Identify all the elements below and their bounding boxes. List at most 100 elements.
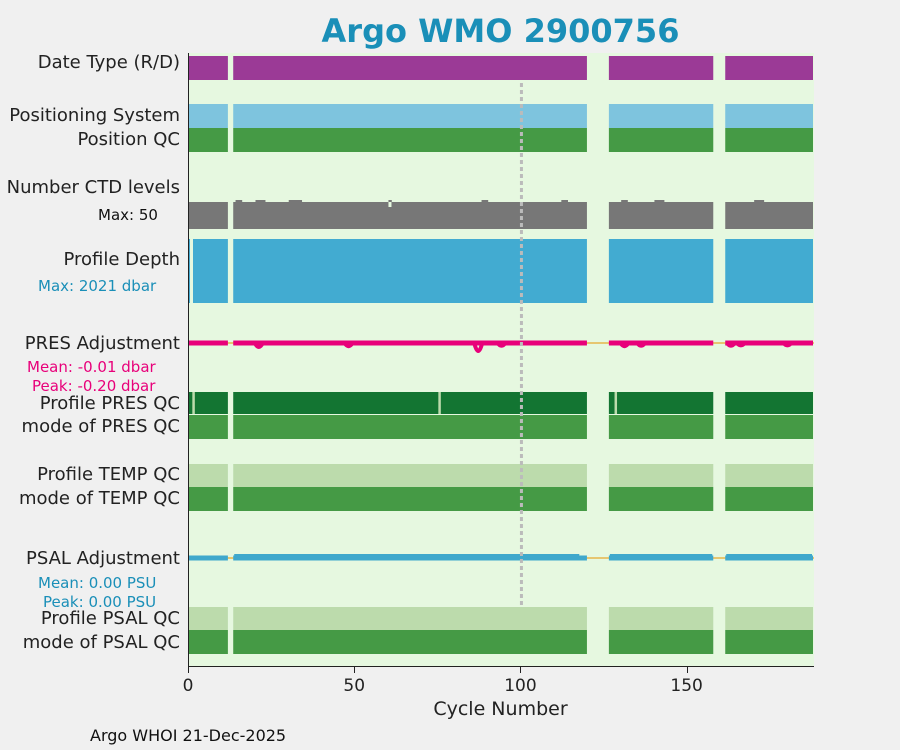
pres-adjustment-dip (253, 342, 265, 349)
ctd-level-notch (255, 200, 266, 203)
ctd-levels-bar-segment (233, 202, 587, 229)
label-psal-adjustment: PSAL Adjustment (25, 548, 180, 569)
ctd-levels-bar-segment (725, 202, 813, 229)
mode-temp-qc-bar-segment (189, 487, 228, 511)
profile-psal-qc-bar-segment (725, 607, 813, 630)
mode-psal-qc-bar-segment (233, 630, 587, 654)
mode-temp-qc-bar-segment (608, 487, 714, 511)
mode-psal-qc-bar-segment (725, 630, 813, 654)
x-tick-label: 150 (670, 676, 703, 696)
ctd-level-notch (754, 200, 765, 203)
mode-temp-qc-bar-segment (725, 487, 813, 511)
ctd-level-notch (288, 200, 303, 203)
profile-psal-qc-bar-segment (233, 607, 587, 630)
mode-psal-qc-bar-segment (608, 630, 714, 654)
psal-adjustment-bump (609, 554, 713, 557)
depth-max-label: Max: 2021 dbar (38, 277, 157, 295)
pres-qc-flag-mark (192, 392, 195, 414)
pres-qc-flag-mark (614, 392, 618, 414)
label-profile-pres-qc: Profile PRES QC (39, 393, 180, 414)
pres-adjustment-dip (472, 342, 485, 353)
pres-adjustment-dip (618, 341, 631, 349)
pres-mean-label: Mean: -0.01 dbar (27, 358, 156, 376)
profile-depth-shallow-mark (190, 239, 193, 303)
ctd-level-notch (654, 200, 665, 203)
psal-peak-label: Peak: 0.00 PSU (43, 593, 157, 611)
mode-temp-qc-bar-segment (233, 487, 587, 511)
plot-area (188, 53, 814, 667)
date-type-bar-segment (189, 56, 228, 80)
label-pres-adjustment: PRES Adjustment (24, 333, 180, 354)
profile-temp-qc-bar-segment (725, 464, 813, 487)
positioning-system-bar-segment (189, 104, 228, 128)
date-type-bar-segment (608, 56, 714, 80)
ctd-level-notch (561, 200, 568, 203)
label-positioning-system: Positioning System (9, 105, 180, 126)
position-qc-bar-segment (608, 128, 714, 152)
footer-credit: Argo WHOI 21-Dec-2025 (90, 726, 287, 745)
mode-pres-qc-bar-segment (608, 415, 714, 439)
position-qc-bar-segment (189, 128, 228, 152)
position-qc-bar-segment (725, 128, 813, 152)
label-profile-temp-qc: Profile TEMP QC (37, 464, 180, 485)
x-axis-label: Cycle Number (433, 698, 568, 720)
profile-pres-qc-bar-segment (233, 392, 587, 414)
mode-psal-qc-bar-segment (189, 630, 228, 654)
positioning-system-bar-segment (725, 104, 813, 128)
ctd-levels-bar-segment (608, 202, 714, 229)
mode-pres-qc-bar-segment (189, 415, 228, 439)
profile-depth-bar-segment (608, 239, 714, 303)
positioning-system-bar-segment (233, 104, 587, 128)
x-tick (520, 667, 522, 673)
ctd-max-label: Max: 50 (98, 206, 158, 224)
profile-pres-qc-bar-segment (189, 392, 228, 414)
date-type-bar-segment (233, 56, 587, 80)
ctd-levels-bar-segment (189, 202, 228, 229)
pres-peak-label: Peak: -0.20 dbar (32, 377, 156, 395)
chart-title: Argo WMO 2900756 (321, 12, 680, 50)
label-mode-psal-qc: mode of PSAL QC (22, 632, 180, 653)
psal-adjustment-bump (234, 554, 580, 557)
label-profile-psal-qc: Profile PSAL QC (40, 608, 180, 629)
profile-temp-qc-bar-segment (189, 464, 228, 487)
ctd-level-notch (621, 200, 628, 203)
x-tick (188, 667, 189, 673)
profile-temp-qc-bar-segment (233, 464, 587, 487)
mode-pres-qc-bar-segment (725, 415, 813, 439)
timeline-chart (189, 56, 814, 654)
x-tick (686, 667, 688, 673)
label-ctd-levels: Number CTD levels (6, 177, 180, 198)
label-mode-pres-qc: mode of PRES QC (21, 416, 180, 437)
profile-psal-qc-bar-segment (608, 607, 714, 630)
profile-psal-qc-bar-segment (189, 607, 228, 630)
pres-adjustment-dip (342, 341, 355, 349)
position-qc-bar-segment (233, 128, 587, 152)
ctd-level-notch (235, 200, 243, 203)
profile-temp-qc-bar-segment (608, 464, 714, 487)
x-tick-label: 100 (504, 676, 537, 696)
pres-adjustment-dip (635, 341, 647, 348)
x-tick-label: 50 (343, 676, 366, 696)
positioning-system-bar-segment (608, 104, 714, 128)
ctd-level-notch (388, 200, 392, 203)
label-position-qc: Position QC (77, 129, 180, 150)
x-tick-label: 0 (182, 676, 194, 696)
label-mode-temp-qc: mode of TEMP QC (18, 488, 180, 509)
ctd-level-dip (388, 202, 392, 207)
pres-qc-flag-mark (438, 392, 441, 414)
pres-adjustment-dip (735, 341, 747, 348)
profile-pres-qc-bar-segment (725, 392, 813, 414)
pres-adjustment-dip (781, 341, 793, 348)
pres-adjustment-dip (725, 341, 737, 348)
psal-mean-label: Mean: 0.00 PSU (38, 574, 157, 592)
x-tick (354, 667, 356, 673)
label-profile-depth: Profile Depth (63, 249, 180, 270)
profile-depth-bar-segment (189, 239, 228, 303)
date-type-bar-segment (725, 56, 813, 80)
label-date-type: Date Type (R/D) (37, 52, 180, 73)
profile-pres-qc-bar-segment (608, 392, 714, 414)
mode-pres-qc-bar-segment (233, 415, 587, 439)
ctd-level-notch (481, 200, 489, 203)
psal-adjustment-bump (726, 554, 812, 557)
profile-depth-bar-segment (233, 239, 587, 303)
